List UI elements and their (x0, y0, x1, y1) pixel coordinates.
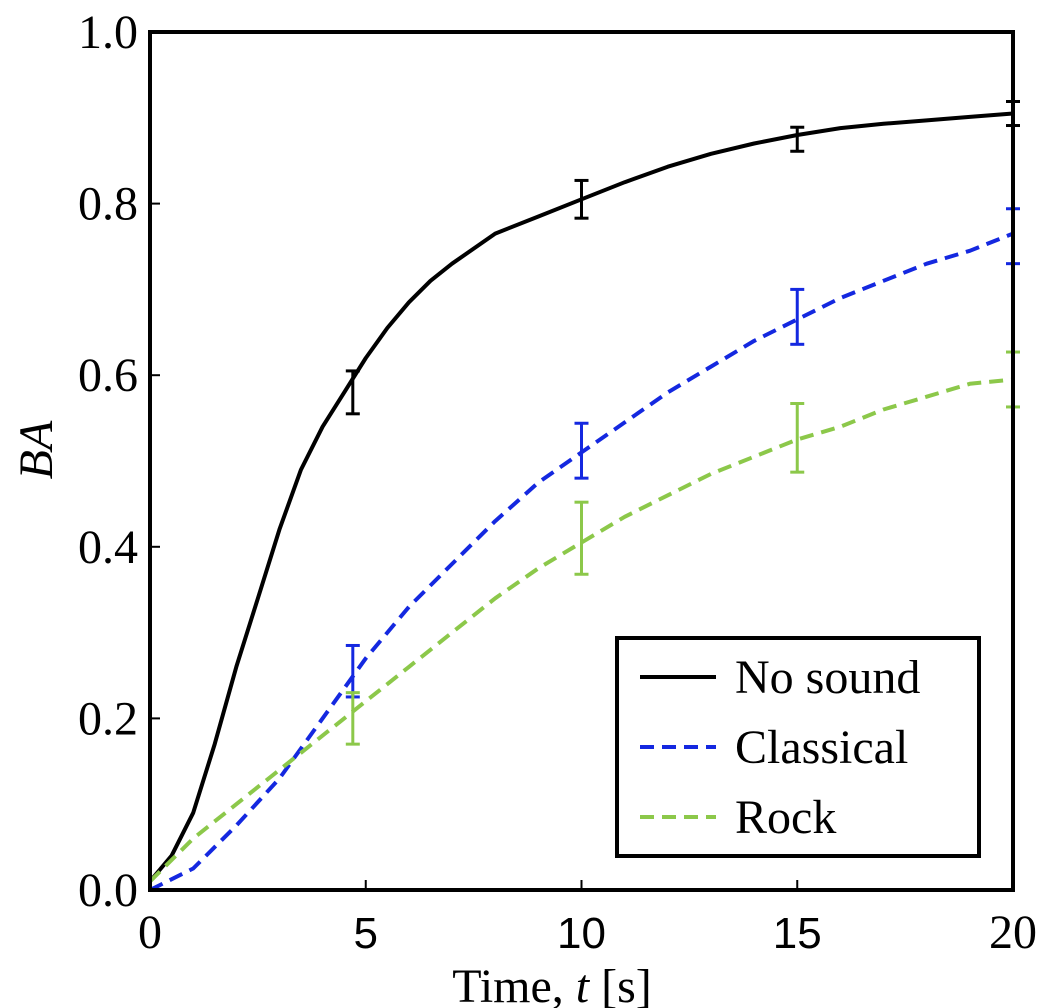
x-axis-label-prefix: Time, (452, 960, 576, 1008)
legend: No sound Classical Rock (615, 636, 981, 858)
x-tick-label: 0 (138, 906, 162, 959)
legend-label-no-sound: No sound (735, 651, 920, 704)
legend-box (615, 636, 981, 858)
x-axis-ticks: 0 5 10 15 20 (138, 880, 1037, 959)
legend-item-classical: Classical (640, 721, 908, 774)
x-tick-label: 10 (557, 909, 606, 958)
error-bar-no-sound (574, 178, 589, 220)
y-axis-ticks: 0.0 0.2 0.4 0.6 0.8 1.0 (78, 6, 160, 917)
error-bar-rock (574, 500, 589, 576)
error-bar-classical (790, 287, 805, 346)
y-tick-label: 0.6 (78, 349, 138, 402)
x-axis-label-variable: t (576, 960, 591, 1008)
legend-item-no-sound: No sound (640, 651, 920, 704)
error-bar-no-sound (790, 125, 805, 153)
error-bar-rock (345, 691, 360, 746)
legend-label-classical: Classical (735, 721, 908, 774)
x-tick-label: 20 (989, 906, 1037, 959)
x-tick-label: 5 (354, 909, 378, 958)
x-axis-label: Time, t [s] (452, 960, 652, 1008)
y-axis-label: BA (10, 420, 63, 479)
x-tick-label: 15 (773, 909, 822, 958)
y-tick-label: 1.0 (78, 6, 138, 59)
error-bar-classical (345, 643, 360, 699)
y-tick-label: 0.2 (78, 692, 138, 745)
error-bar-no-sound (345, 369, 360, 416)
legend-item-rock: Rock (640, 791, 836, 844)
series-line-no-sound (148, 111, 1014, 883)
error-bar-classical (574, 421, 589, 480)
error-bar-rock (790, 402, 805, 474)
legend-label-rock: Rock (735, 791, 836, 844)
y-tick-label: 0.8 (78, 178, 138, 231)
y-tick-label: 0.4 (78, 521, 138, 574)
series-line-rock (148, 377, 1014, 883)
y-tick-label: 0.0 (78, 864, 138, 917)
x-axis-label-suffix: [s] (589, 960, 652, 1008)
